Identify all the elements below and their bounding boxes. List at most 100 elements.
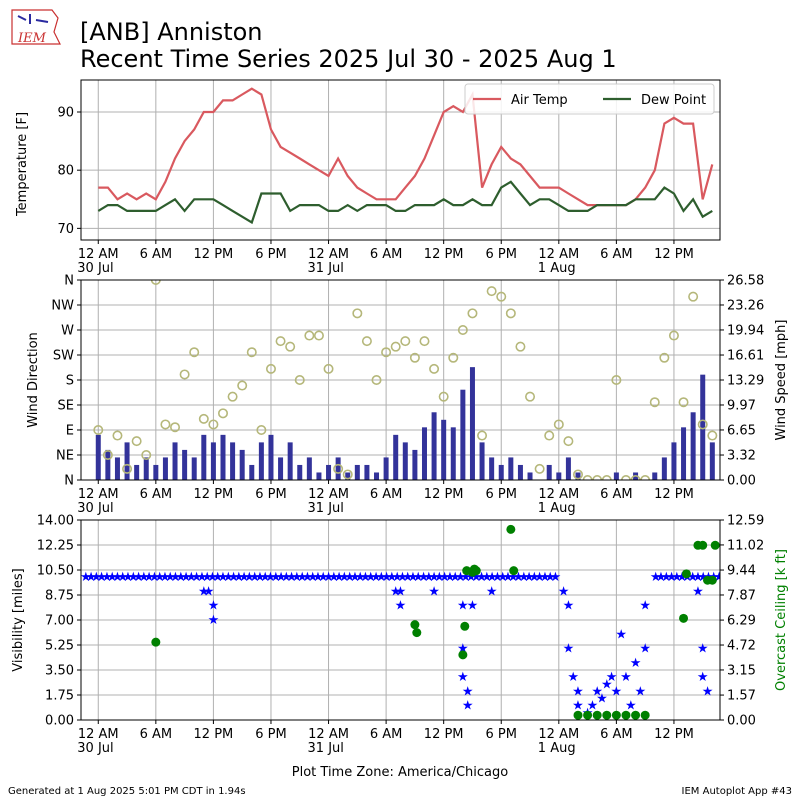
chart-title-line2: Recent Time Series 2025 Jul 30 - 2025 Au… [80,45,617,73]
visibility-point: ★ [233,570,245,585]
wind-direction-point [122,463,133,474]
x-date-label: 31 Jul [308,501,344,516]
x-tick-label: 12 AM [538,727,579,742]
visibility-point: ★ [591,684,603,699]
wind-direction-point [419,336,430,347]
ceiling-point [611,710,621,720]
visibility-point: ★ [323,570,335,585]
visibility-point: ★ [457,642,469,657]
data-layer [97,87,714,225]
visibility-point: ★ [676,570,688,585]
visibility-point: ★ [513,570,525,585]
wind-direction-point [668,330,679,341]
footer-app: IEM Autoplot App #43 [682,786,792,797]
wind-speed-bar [306,457,312,480]
visibility-point: ★ [502,570,514,585]
ceiling-point [640,710,650,720]
wind-speed-bar [191,457,197,480]
ceiling-point [710,540,720,550]
y2-tick-label: 0.00 [727,474,756,489]
wind-direction-point [381,347,392,358]
y-tick-label: 5.25 [45,639,74,654]
visibility-point: ★ [567,670,579,685]
y-axis-label: Temperature [F] [15,112,30,217]
wind-direction-point [525,391,536,402]
wind-direction-point [534,463,545,474]
wind-speed-bar [220,434,226,480]
ceiling-point [681,569,691,579]
iem-logo: IEM [11,9,61,46]
visibility-point: ★ [101,570,113,585]
y2-axis-label: Wind Speed [mph] [774,320,789,441]
x-tick-label: 6 PM [255,727,286,742]
wind-speed-bar [182,449,188,480]
x-tick-label: 6 AM [140,487,173,502]
wind-direction-point [160,419,171,430]
y2-tick-label: 3.15 [727,663,756,678]
visibility-point: ★ [650,570,662,585]
x-tick-label: 12 PM [654,487,694,502]
visibility-point: ★ [149,570,161,585]
ceiling-point [602,710,612,720]
visibility-point: ★ [397,570,409,585]
wind-direction-point [227,391,238,402]
legend-box [464,83,715,115]
x-tick-label: 12 AM [78,247,119,262]
visibility-point: ★ [692,570,704,585]
visibility-point: ★ [572,699,584,714]
footer-generated: Generated at 1 Aug 2025 5:01 PM CDT in 1… [8,786,246,797]
x-tick-label: 12 AM [308,247,349,262]
ceiling-point [458,650,468,660]
y-tick-label: 7.00 [45,614,74,629]
wind-direction-point [208,419,219,430]
wind-direction-point [649,397,660,408]
visibility-point: ★ [587,699,599,714]
visibility-point: ★ [620,670,632,685]
visibility-point: ★ [217,570,229,585]
ceiling-point [410,620,420,630]
visibility-point: ★ [615,627,627,642]
visibility-point: ★ [365,570,377,585]
x-tick-label: 12 AM [78,727,119,742]
visibility-point: ★ [127,570,139,585]
visibility-point: ★ [344,570,356,585]
wind-direction-point [572,469,583,480]
visibility-point: ★ [302,570,314,585]
visibility-point: ★ [312,570,324,585]
visibility-point: ★ [572,684,584,699]
visibility-point: ★ [713,570,725,585]
wind-speed-bar [652,472,658,480]
visibility-point: ★ [339,570,351,585]
y-tick-label: 10.50 [37,564,74,579]
wind-direction-point [477,430,488,441]
wind-speed-bar [124,442,130,480]
temperature-panel: Air Temp Dew Point 12 AM 6 AM 12 PM 6 PM 12 AM… [15,79,721,276]
wind-speed-bar [556,472,562,480]
visibility-point: ★ [198,584,210,599]
wind-direction-point [150,280,161,285]
y-tick-label: 12.25 [37,539,74,554]
wind-speed-bar [134,464,140,480]
wind-direction-point [102,449,113,460]
visibility-point: ★ [186,570,198,585]
x-tick-label: 6 AM [140,247,173,262]
visibility-point: ★ [164,570,176,585]
x-date-label: 31 Jul [308,261,344,276]
visibility-point: ★ [534,570,546,585]
wind-speed-bar [412,449,418,480]
wind-speed-bar [114,457,120,480]
x-tick-label: 6 PM [486,487,517,502]
wind-speed-bar [546,464,552,480]
visibility-panel: ★★★★★★★★★★★★★★★★★★★★★★★★★★★★★★★★★★★★★★★★… [11,514,789,757]
wind-speed-bar [374,472,380,480]
visibility-point: ★ [91,570,103,585]
ceiling-point [509,566,519,576]
wind-direction-point [409,352,420,363]
wind-speed-bar [681,427,687,480]
x-tick-label: 12 PM [194,487,234,502]
x-tick-label: 6 AM [370,727,403,742]
visibility-point: ★ [296,570,308,585]
visibility-point: ★ [639,599,651,614]
visibility-point: ★ [106,570,118,585]
x-tick-label: 6 PM [486,247,517,262]
